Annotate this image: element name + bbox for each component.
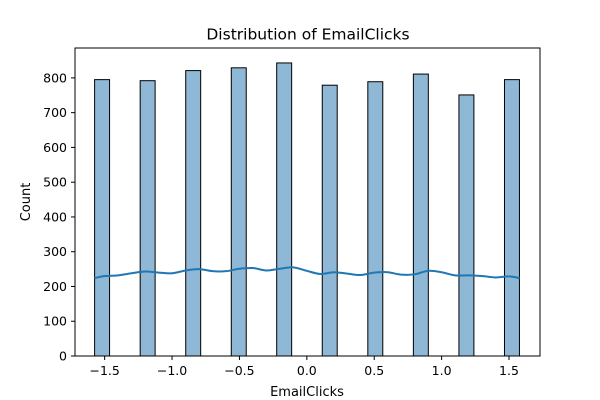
x-tick-label: 0.0 (297, 363, 317, 378)
y-tick-label: 200 (43, 279, 67, 294)
y-tick-label: 0 (59, 349, 67, 364)
x-axis: −1.5 −1.0 −0.5 0.0 0.5 1.0 1.5 (89, 356, 519, 378)
histogram-bar-1 (94, 79, 111, 357)
bars-group (94, 62, 520, 357)
histogram-bar-10 (503, 79, 520, 357)
y-tick-label: 300 (43, 244, 67, 259)
y-tick-label: 400 (43, 209, 67, 224)
histogram-bar-3 (185, 70, 202, 357)
y-tick-label: 600 (43, 140, 67, 155)
plot-frame (74, 47, 541, 357)
histogram-bar-8 (412, 73, 429, 357)
chart-title: Distribution of EmailClicks (206, 26, 409, 44)
y-tick-label: 100 (43, 314, 67, 329)
y-tick-label: 800 (43, 70, 67, 85)
y-axis: 0 100 200 300 400 500 600 700 800 (43, 70, 75, 364)
x-tick-label: −1.5 (89, 363, 119, 378)
x-tick-label: 0.5 (364, 363, 384, 378)
histogram-bar-4 (230, 67, 247, 357)
x-tick-label: −0.5 (224, 363, 254, 378)
y-tick-label: 500 (43, 175, 67, 190)
x-tick-label: −1.0 (157, 363, 187, 378)
histogram-bar-2 (139, 80, 156, 357)
x-tick-label: 1.0 (432, 363, 452, 378)
x-tick-label: 1.5 (499, 363, 519, 378)
histogram-bar-6 (321, 84, 338, 357)
histogram-bar-5 (276, 62, 293, 357)
kde-curve (94, 266, 520, 280)
x-axis-label: EmailClicks (270, 385, 344, 400)
y-axis-label: Count (19, 183, 34, 222)
y-tick-label: 700 (43, 105, 67, 120)
histogram-bar-7 (367, 81, 384, 357)
histogram-bar-9 (458, 94, 475, 357)
